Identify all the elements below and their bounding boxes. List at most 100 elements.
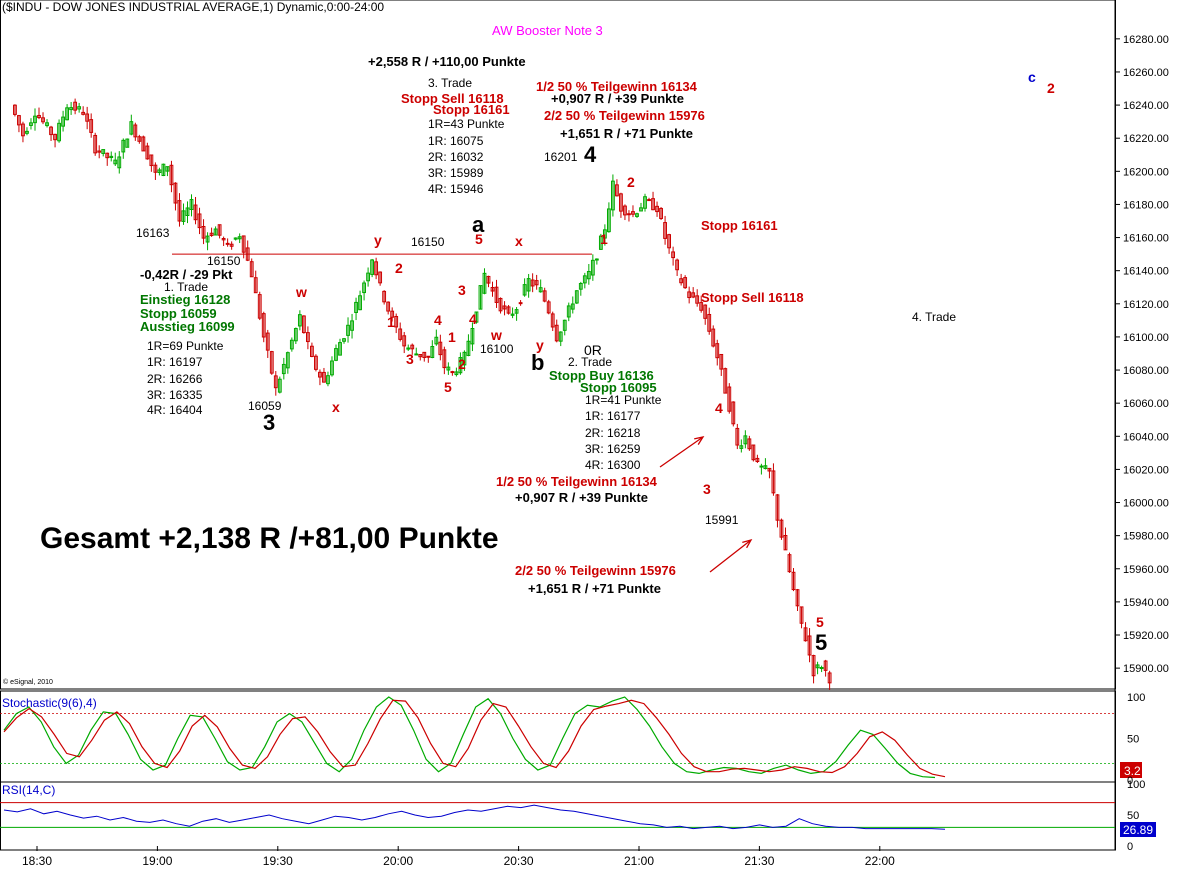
candle-body	[502, 305, 507, 310]
candle-body	[342, 338, 346, 342]
chart-annotation: 1R: 16197	[147, 355, 203, 369]
y-tick-label: 15980.00	[1123, 531, 1169, 543]
chart-annotation: w	[490, 327, 502, 343]
candle-body	[623, 205, 627, 216]
candle-body	[289, 339, 294, 350]
chart-annotation: 2R: 16032	[428, 150, 484, 164]
candle-body	[229, 243, 234, 247]
y-tick-label: 16180.00	[1123, 199, 1169, 211]
chart-annotation: Einstieg 16128	[140, 292, 230, 307]
candle-body	[366, 272, 370, 282]
candle-body	[129, 121, 134, 135]
candle-body	[326, 375, 330, 385]
chart-annotation: Stopp 16095	[580, 380, 657, 395]
candle-body	[169, 164, 174, 186]
chart-annotation: 3	[458, 282, 466, 298]
candle-body	[691, 292, 696, 298]
chart-annotation: y	[374, 232, 382, 248]
candle-body	[153, 164, 158, 173]
candle-body	[530, 279, 535, 287]
chart-annotation: 3R: 16335	[147, 388, 203, 402]
candle-body	[438, 341, 443, 356]
y-tick-label: 16160.00	[1123, 233, 1169, 245]
chart-annotation: +0,907 R / +39 Punkte	[515, 490, 648, 505]
watermark: © eSignal, 2010	[3, 678, 53, 686]
candle-body	[406, 347, 411, 350]
candle-body	[743, 435, 748, 445]
candle-body	[277, 378, 282, 393]
candle-body	[687, 291, 692, 299]
candle-body	[647, 199, 651, 202]
chart-annotation: 0R	[584, 342, 602, 358]
candle-body	[253, 277, 258, 294]
candle-body	[386, 301, 391, 312]
x-tick-label: 22:00	[865, 854, 895, 868]
candle-body	[462, 351, 467, 366]
candle-body	[338, 342, 342, 356]
candle-body	[454, 371, 459, 376]
candle-body	[538, 287, 543, 293]
candle-body	[731, 401, 736, 425]
rsi-last-value: 26.89	[1123, 823, 1153, 837]
candle-body	[430, 346, 435, 359]
candle-body	[17, 115, 21, 126]
candle-body	[374, 261, 379, 276]
y-tick-label: 16260.00	[1123, 67, 1169, 79]
candle-body	[827, 672, 832, 684]
x-tick-label: 20:00	[383, 854, 413, 868]
candle-body	[510, 313, 515, 316]
x-tick-label: 19:00	[142, 854, 172, 868]
y-tick-label: 16100.00	[1123, 332, 1169, 344]
candle-body	[659, 207, 663, 219]
chart-annotation: w	[295, 284, 307, 300]
candle-body	[354, 301, 358, 313]
candle-body	[542, 290, 547, 302]
x-tick-label: 19:30	[263, 854, 293, 868]
candle-body	[414, 353, 419, 356]
chart-annotation: 2R: 16266	[147, 372, 203, 386]
candle-body	[273, 375, 278, 389]
y-tick-label: 15900.00	[1123, 663, 1169, 675]
candle-body	[779, 519, 784, 538]
chart-annotation: 16163	[136, 226, 170, 240]
candle-body	[458, 357, 463, 374]
candle-body	[695, 295, 700, 304]
chart-annotation: 16150	[207, 254, 241, 268]
chart-annotation: Ausstieg 16099	[140, 319, 235, 334]
chart-annotation: -0,42R / -29 Pkt	[140, 267, 233, 282]
candle-body	[631, 211, 635, 215]
chart-annotation: 4	[434, 312, 442, 328]
candle-body	[117, 156, 122, 169]
candle-body	[157, 169, 162, 173]
chart-annotation: 1R=69 Punkte	[147, 339, 224, 353]
candle-body	[671, 251, 676, 259]
candle-body	[241, 235, 246, 253]
candle-body	[21, 123, 25, 137]
candle-body	[301, 315, 306, 334]
candle-body	[285, 352, 290, 369]
chart-annotation: a	[472, 212, 485, 237]
candle-body	[474, 311, 479, 323]
axis-ticks: 16280.00 16260.00 16240.00 16220.00 16200.00…	[22, 34, 1169, 868]
candle-body	[683, 277, 688, 289]
panel-frames	[0, 0, 1116, 851]
candle-body	[655, 205, 659, 213]
chart-annotation: 16100	[480, 342, 514, 356]
candle-body	[554, 324, 559, 342]
arrow-head	[694, 436, 705, 445]
candle-body	[245, 247, 250, 261]
candle-body	[635, 213, 639, 217]
stoch-d-line	[3, 699, 946, 778]
candle-body	[823, 660, 828, 671]
candle-body	[185, 207, 190, 217]
candle-body	[627, 213, 631, 216]
chart-annotation: 4R: 16404	[147, 403, 203, 417]
candle-body	[265, 332, 270, 351]
candle-body	[197, 213, 202, 229]
rsi-last-badge	[1120, 822, 1156, 837]
candle-body	[145, 145, 150, 160]
stoch-k-line	[3, 696, 936, 779]
chart-annotation: 1	[387, 314, 395, 330]
candle-body	[314, 355, 318, 370]
